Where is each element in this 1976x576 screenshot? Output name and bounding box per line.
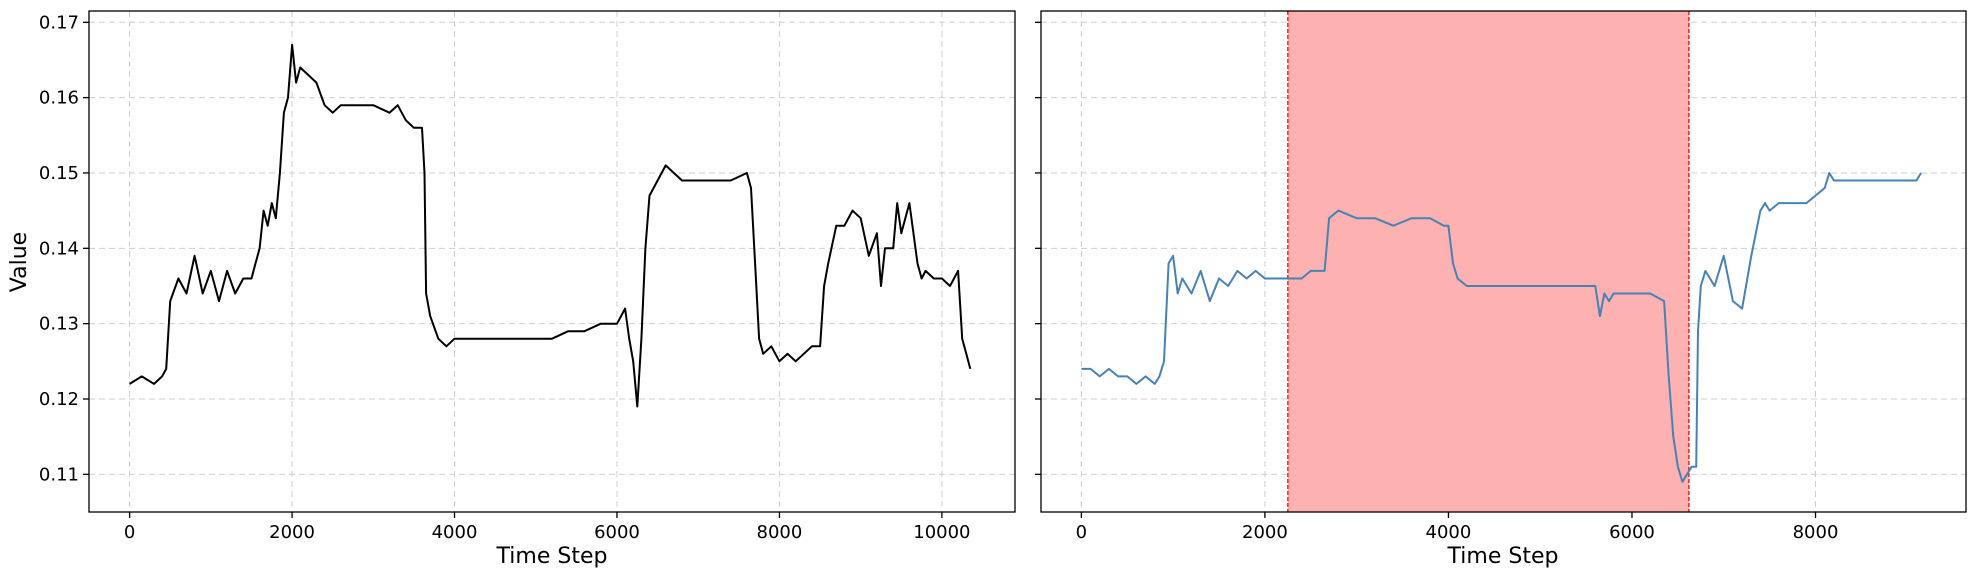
right-chart-y-ticks [1035, 21, 1041, 475]
left-chart-y-tick-label: 0.16 [39, 88, 79, 109]
right-chart-x-tick-label: 6000 [1609, 522, 1655, 543]
left-chart-series-line [129, 43, 972, 408]
left-chart-y-ticks: 0.11 0.12 0.13 0.14 0.15 0.16 0.17 [39, 12, 89, 485]
left-chart-y-tick-label: 0.15 [39, 163, 79, 184]
left-chart-y-tick-label: 0.17 [39, 12, 79, 33]
left-chart-x-tick-label: 4000 [432, 522, 478, 543]
right-chart-x-tick-label: 4000 [1426, 522, 1472, 543]
highlight-region [1287, 11, 1689, 512]
right-chart-x-tick-label: 8000 [1793, 522, 1839, 543]
right-chart-x-tick-label: 0 [1076, 522, 1087, 543]
right-chart: 0 2000 4000 6000 8000 Time Step [1035, 10, 1967, 569]
left-chart-grid [89, 11, 1015, 512]
left-chart-y-tick-label: 0.11 [39, 464, 79, 485]
left-chart-x-axis-title: Time Step [496, 544, 608, 569]
left-chart-x-ticks: 0 2000 4000 6000 8000 10000 [124, 512, 971, 543]
right-chart-x-tick-label: 2000 [1242, 522, 1288, 543]
left-chart-x-tick-label: 8000 [757, 522, 803, 543]
left-chart-frame [88, 10, 1016, 513]
right-chart-series-line [1081, 172, 1922, 483]
left-chart-y-axis-title: Value [7, 232, 32, 292]
left-chart-y-tick-label: 0.12 [39, 389, 79, 410]
left-chart-y-tick-label: 0.13 [39, 314, 79, 335]
right-chart-series [1081, 172, 1922, 483]
left-chart-series [129, 43, 972, 408]
right-chart-x-ticks: 0 2000 4000 6000 8000 [1076, 512, 1839, 543]
left-chart-x-tick-label: 0 [124, 522, 135, 543]
right-chart-x-axis-title: Time Step [1447, 544, 1559, 569]
left-chart-x-tick-label: 10000 [913, 522, 970, 543]
left-chart-x-tick-label: 6000 [594, 522, 640, 543]
right-chart-frame [1040, 10, 1967, 513]
left-chart-x-tick-label: 2000 [269, 522, 315, 543]
left-chart-y-tick-label: 0.14 [39, 238, 79, 259]
left-chart: 0 2000 4000 6000 8000 10000 0.110.120.130.140… [7, 10, 1016, 569]
